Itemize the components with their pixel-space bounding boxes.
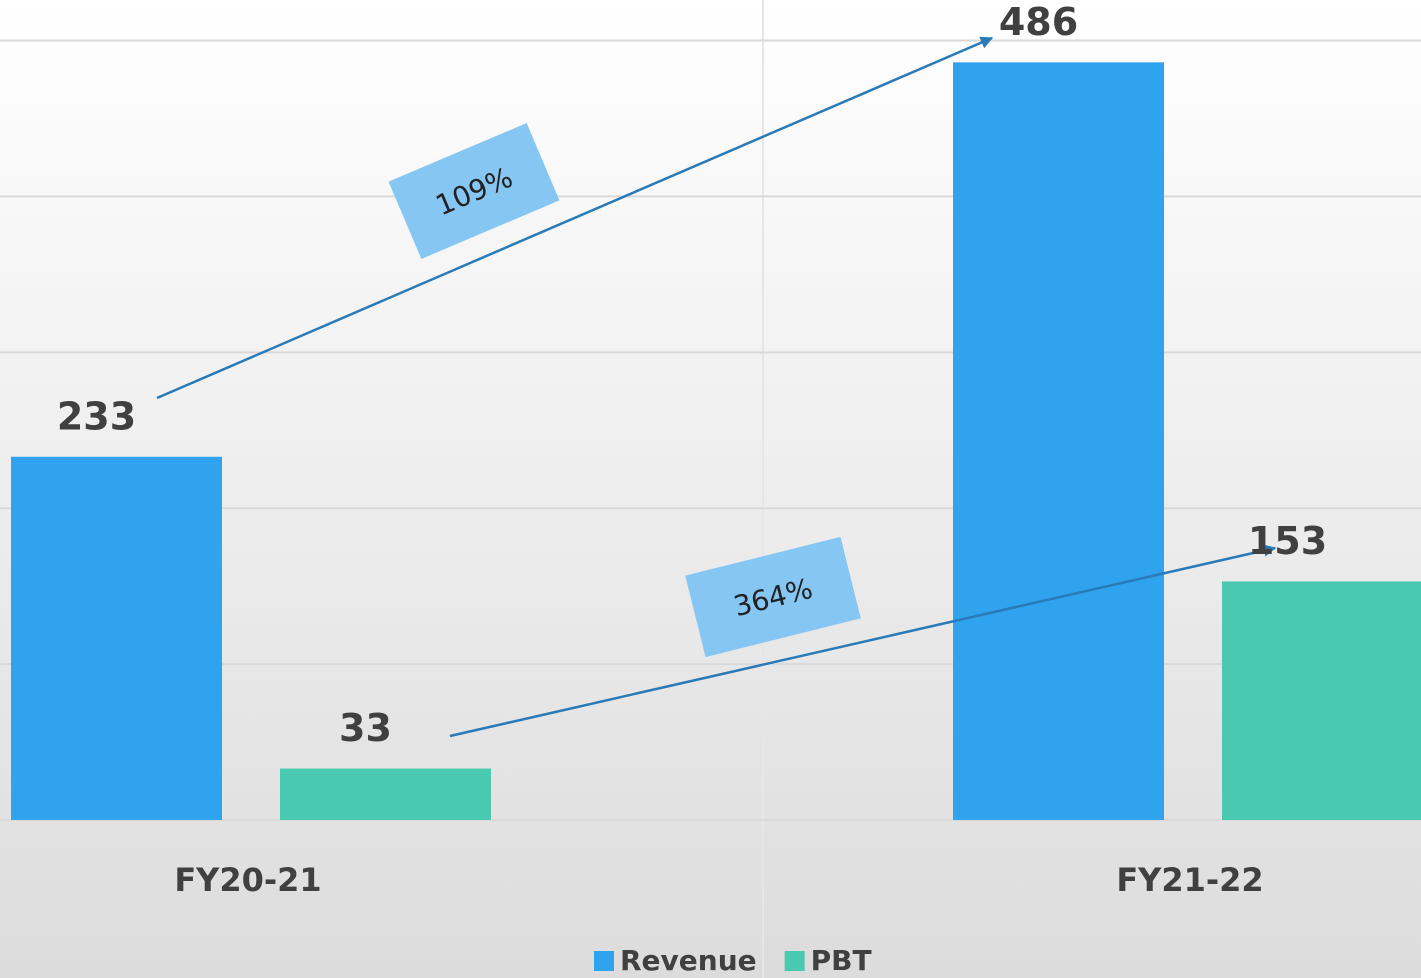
bar xyxy=(280,768,491,820)
growth-arrow xyxy=(156,36,994,400)
x-tick-label: FY21-22 xyxy=(1116,861,1263,899)
legend-swatch xyxy=(594,951,614,971)
annotation-box: 364% xyxy=(685,536,861,658)
data-label: 486 xyxy=(999,0,1078,44)
legend-swatch xyxy=(784,951,805,971)
legend-label: Revenue xyxy=(620,944,757,977)
annotation-bg xyxy=(685,536,861,658)
x-tick-label: FY20-21 xyxy=(174,861,321,899)
legend-label: PBT xyxy=(811,944,872,977)
annotation-box: 109% xyxy=(388,123,560,259)
bar xyxy=(953,62,1164,820)
data-label: 233 xyxy=(57,394,136,438)
data-label: 33 xyxy=(339,706,392,750)
bar xyxy=(1222,581,1421,820)
growth-arrow xyxy=(449,544,1277,738)
bar xyxy=(11,456,222,820)
data-label: 153 xyxy=(1248,519,1327,563)
annotation-bg xyxy=(388,123,560,259)
